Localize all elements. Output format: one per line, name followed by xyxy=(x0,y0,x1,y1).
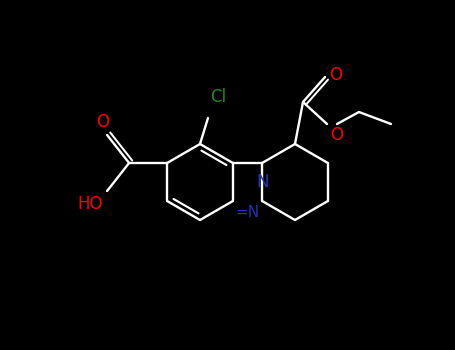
Text: =N: =N xyxy=(235,205,259,220)
Text: HO: HO xyxy=(78,195,103,213)
Text: N: N xyxy=(257,173,269,191)
Text: Cl: Cl xyxy=(210,88,226,106)
Text: O: O xyxy=(96,113,110,131)
Text: O: O xyxy=(329,66,342,84)
Text: O: O xyxy=(330,126,343,144)
